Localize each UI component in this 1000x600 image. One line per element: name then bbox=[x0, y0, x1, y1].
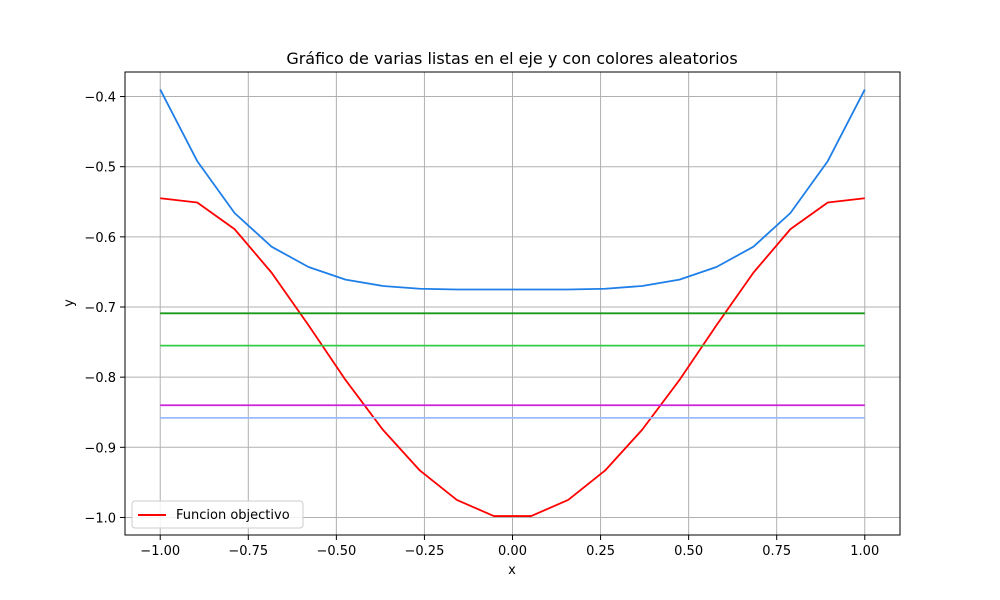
series-line-2 bbox=[159, 89, 866, 291]
grid bbox=[125, 72, 900, 535]
y-tick-label: −0.5 bbox=[84, 161, 116, 176]
legend: Funcion objectivo bbox=[131, 500, 304, 529]
x-tick-label: −1.00 bbox=[140, 544, 180, 559]
y-axis-ticks: −1.0 −0.9 −0.8 −0.7 −0.6 −0.5 −0.4 bbox=[84, 91, 125, 526]
chart-title: Gráfico de varias listas en el eje y con… bbox=[286, 49, 737, 68]
x-tick-label: −0.75 bbox=[228, 544, 268, 559]
x-axis-ticks: −1.00 −0.75 −0.50 −0.25 0.00 0.25 0.50 0.75 1.00 bbox=[140, 535, 879, 559]
y-axis-label: y bbox=[62, 299, 77, 307]
y-tick-label: −0.4 bbox=[84, 91, 116, 106]
x-axis-label: x bbox=[508, 563, 516, 578]
series-lines bbox=[159, 89, 866, 517]
x-tick-label: −0.50 bbox=[316, 544, 356, 559]
legend-label-funcion-objectivo: Funcion objectivo bbox=[176, 508, 290, 523]
y-tick-label: −0.7 bbox=[84, 301, 116, 316]
x-tick-label: 0.00 bbox=[498, 544, 527, 559]
x-tick-label: 1.00 bbox=[850, 544, 879, 559]
legend-box bbox=[131, 500, 304, 529]
x-tick-label: 0.25 bbox=[586, 544, 615, 559]
series-line-funcion-objectivo bbox=[160, 197, 865, 517]
x-tick-label: −0.25 bbox=[405, 544, 445, 559]
y-tick-label: −0.6 bbox=[84, 231, 116, 246]
x-tick-label: 0.75 bbox=[762, 544, 791, 559]
y-tick-label: −1.0 bbox=[84, 511, 116, 526]
x-tick-label: 0.50 bbox=[674, 544, 703, 559]
y-tick-label: −0.9 bbox=[84, 441, 116, 456]
y-tick-label: −0.8 bbox=[84, 371, 116, 386]
